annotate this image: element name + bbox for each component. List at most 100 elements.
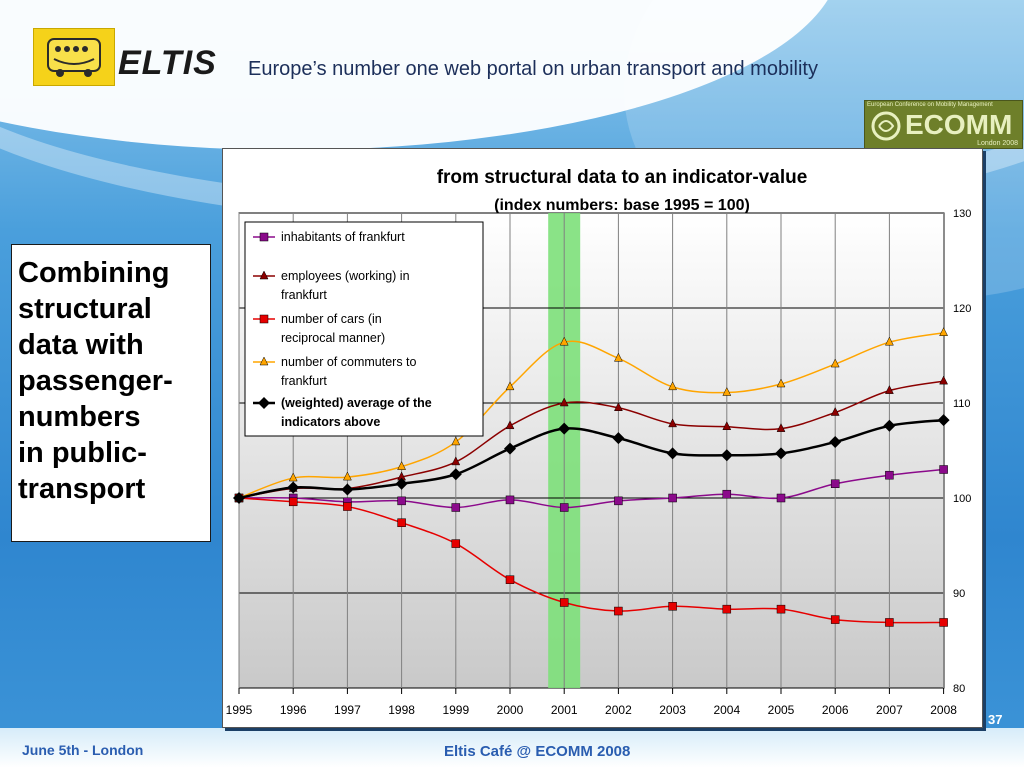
data-point: [505, 575, 515, 584]
data-point: [939, 618, 948, 627]
data-point: [937, 414, 950, 427]
data-point: [233, 492, 245, 504]
data-point: [614, 496, 623, 506]
line-chart: from structural data to an indicator-val…: [226, 167, 972, 717]
y-tick-label: 80: [953, 683, 965, 695]
data-point: [668, 493, 677, 503]
side-text-box: Combining structural data with passenger…: [11, 244, 211, 542]
x-tick-label: 2007: [876, 703, 903, 717]
footer-event: Eltis Café @ ECOMM 2008: [444, 743, 631, 760]
data-point: [451, 539, 461, 548]
data-point: [613, 402, 623, 411]
ecomm-logo-small-text: European Conference on Mobility Manageme…: [867, 102, 993, 108]
data-point: [397, 461, 407, 470]
data-point: [830, 358, 840, 368]
data-point: [829, 435, 842, 448]
legend-swatch-marker: [259, 232, 269, 242]
y-tick-label: 110: [953, 398, 971, 410]
footer-band: [0, 728, 1024, 768]
x-tick-label: 2001: [551, 703, 578, 717]
x-tick-label: 2004: [713, 703, 740, 717]
legend-swatch-marker: [259, 356, 269, 366]
data-point: [722, 489, 732, 499]
data-point: [720, 449, 733, 462]
data-point: [722, 386, 732, 396]
data-point: [287, 481, 300, 494]
data-point: [559, 336, 569, 346]
data-point: [451, 503, 461, 512]
legend-swatch-marker: [259, 314, 269, 324]
data-point: [776, 423, 786, 432]
legend-label: employees (working) in frankfurt: [281, 269, 410, 302]
x-tick-label: 2003: [659, 703, 686, 717]
data-point: [397, 518, 406, 527]
data-point: [830, 615, 840, 624]
ecomm-swirl-icon: [871, 111, 901, 141]
ecomm-logo: European Conference on Mobility Manageme…: [864, 100, 1023, 149]
chart-title: from structural data to an indicator-val…: [437, 167, 808, 188]
data-point: [939, 465, 948, 474]
y-tick-label: 130: [953, 208, 971, 220]
data-point: [288, 472, 298, 482]
data-point: [341, 483, 354, 496]
x-tick-label: 1995: [226, 703, 253, 717]
y-tick-label: 120: [953, 303, 971, 315]
data-point: [559, 598, 569, 607]
series-line: [238, 497, 944, 624]
data-point: [612, 432, 625, 445]
legend-box: [244, 221, 484, 437]
data-point: [884, 336, 894, 346]
ecomm-logo-name: ECOMM: [905, 109, 1013, 140]
data-point: [885, 618, 894, 627]
data-point: [397, 496, 406, 506]
series-line: [238, 380, 944, 499]
legend-label: number of commuters to frankfurt: [281, 355, 417, 388]
data-point: [559, 503, 569, 512]
y-tick-label: 90: [953, 588, 965, 600]
data-point: [668, 418, 678, 428]
data-point: [614, 606, 623, 616]
x-tick-label: 2008: [930, 703, 957, 717]
data-point: [776, 604, 786, 614]
data-point: [884, 385, 894, 394]
eltis-logo-icon: [33, 28, 115, 86]
x-tick-label: 2005: [768, 703, 795, 717]
legend-swatch-marker: [258, 397, 270, 409]
data-point: [776, 378, 786, 388]
y-tick-label: 100: [953, 493, 971, 505]
data-point: [775, 447, 787, 460]
x-tick-label: 1999: [442, 703, 469, 717]
data-point: [666, 447, 679, 460]
data-point: [342, 471, 352, 481]
data-point: [505, 420, 515, 430]
side-text: Combining structural data with passenger…: [18, 257, 173, 505]
data-point: [939, 375, 949, 385]
data-point: [722, 421, 732, 430]
data-point: [668, 602, 677, 611]
x-tick-label: 1997: [334, 703, 361, 717]
x-tick-label: 2002: [605, 703, 632, 717]
x-tick-label: 1996: [280, 703, 307, 717]
data-point: [830, 479, 840, 488]
data-point: [722, 604, 732, 614]
x-tick-label: 2006: [822, 703, 849, 717]
data-point: [885, 470, 894, 480]
data-point: [395, 477, 408, 490]
legend-label: (weighted) average of the indicators abov…: [281, 396, 432, 429]
data-point: [449, 468, 462, 481]
brand-name: ELTIS: [118, 44, 217, 82]
chart-frame: from structural data to an indicator-val…: [222, 148, 983, 728]
data-point: [343, 502, 352, 511]
data-point: [559, 397, 569, 407]
chart-subtitle: (index numbers: base 1995 = 100): [494, 197, 750, 214]
series-line: [238, 468, 944, 509]
legend-swatch-marker: [259, 270, 269, 280]
x-tick-label: 2000: [497, 703, 524, 717]
data-point: [613, 352, 623, 362]
footer-date: June 5th - London: [22, 742, 144, 758]
data-point: [830, 406, 840, 416]
data-point: [668, 381, 678, 391]
data-point: [505, 495, 515, 505]
data-point: [939, 327, 949, 336]
ecomm-logo-city: London 2008: [977, 140, 1018, 147]
